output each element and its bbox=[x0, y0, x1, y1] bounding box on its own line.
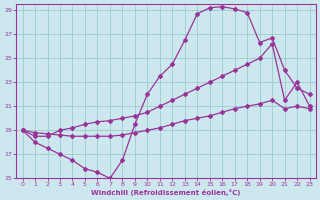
X-axis label: Windchill (Refroidissement éolien,°C): Windchill (Refroidissement éolien,°C) bbox=[92, 189, 241, 196]
